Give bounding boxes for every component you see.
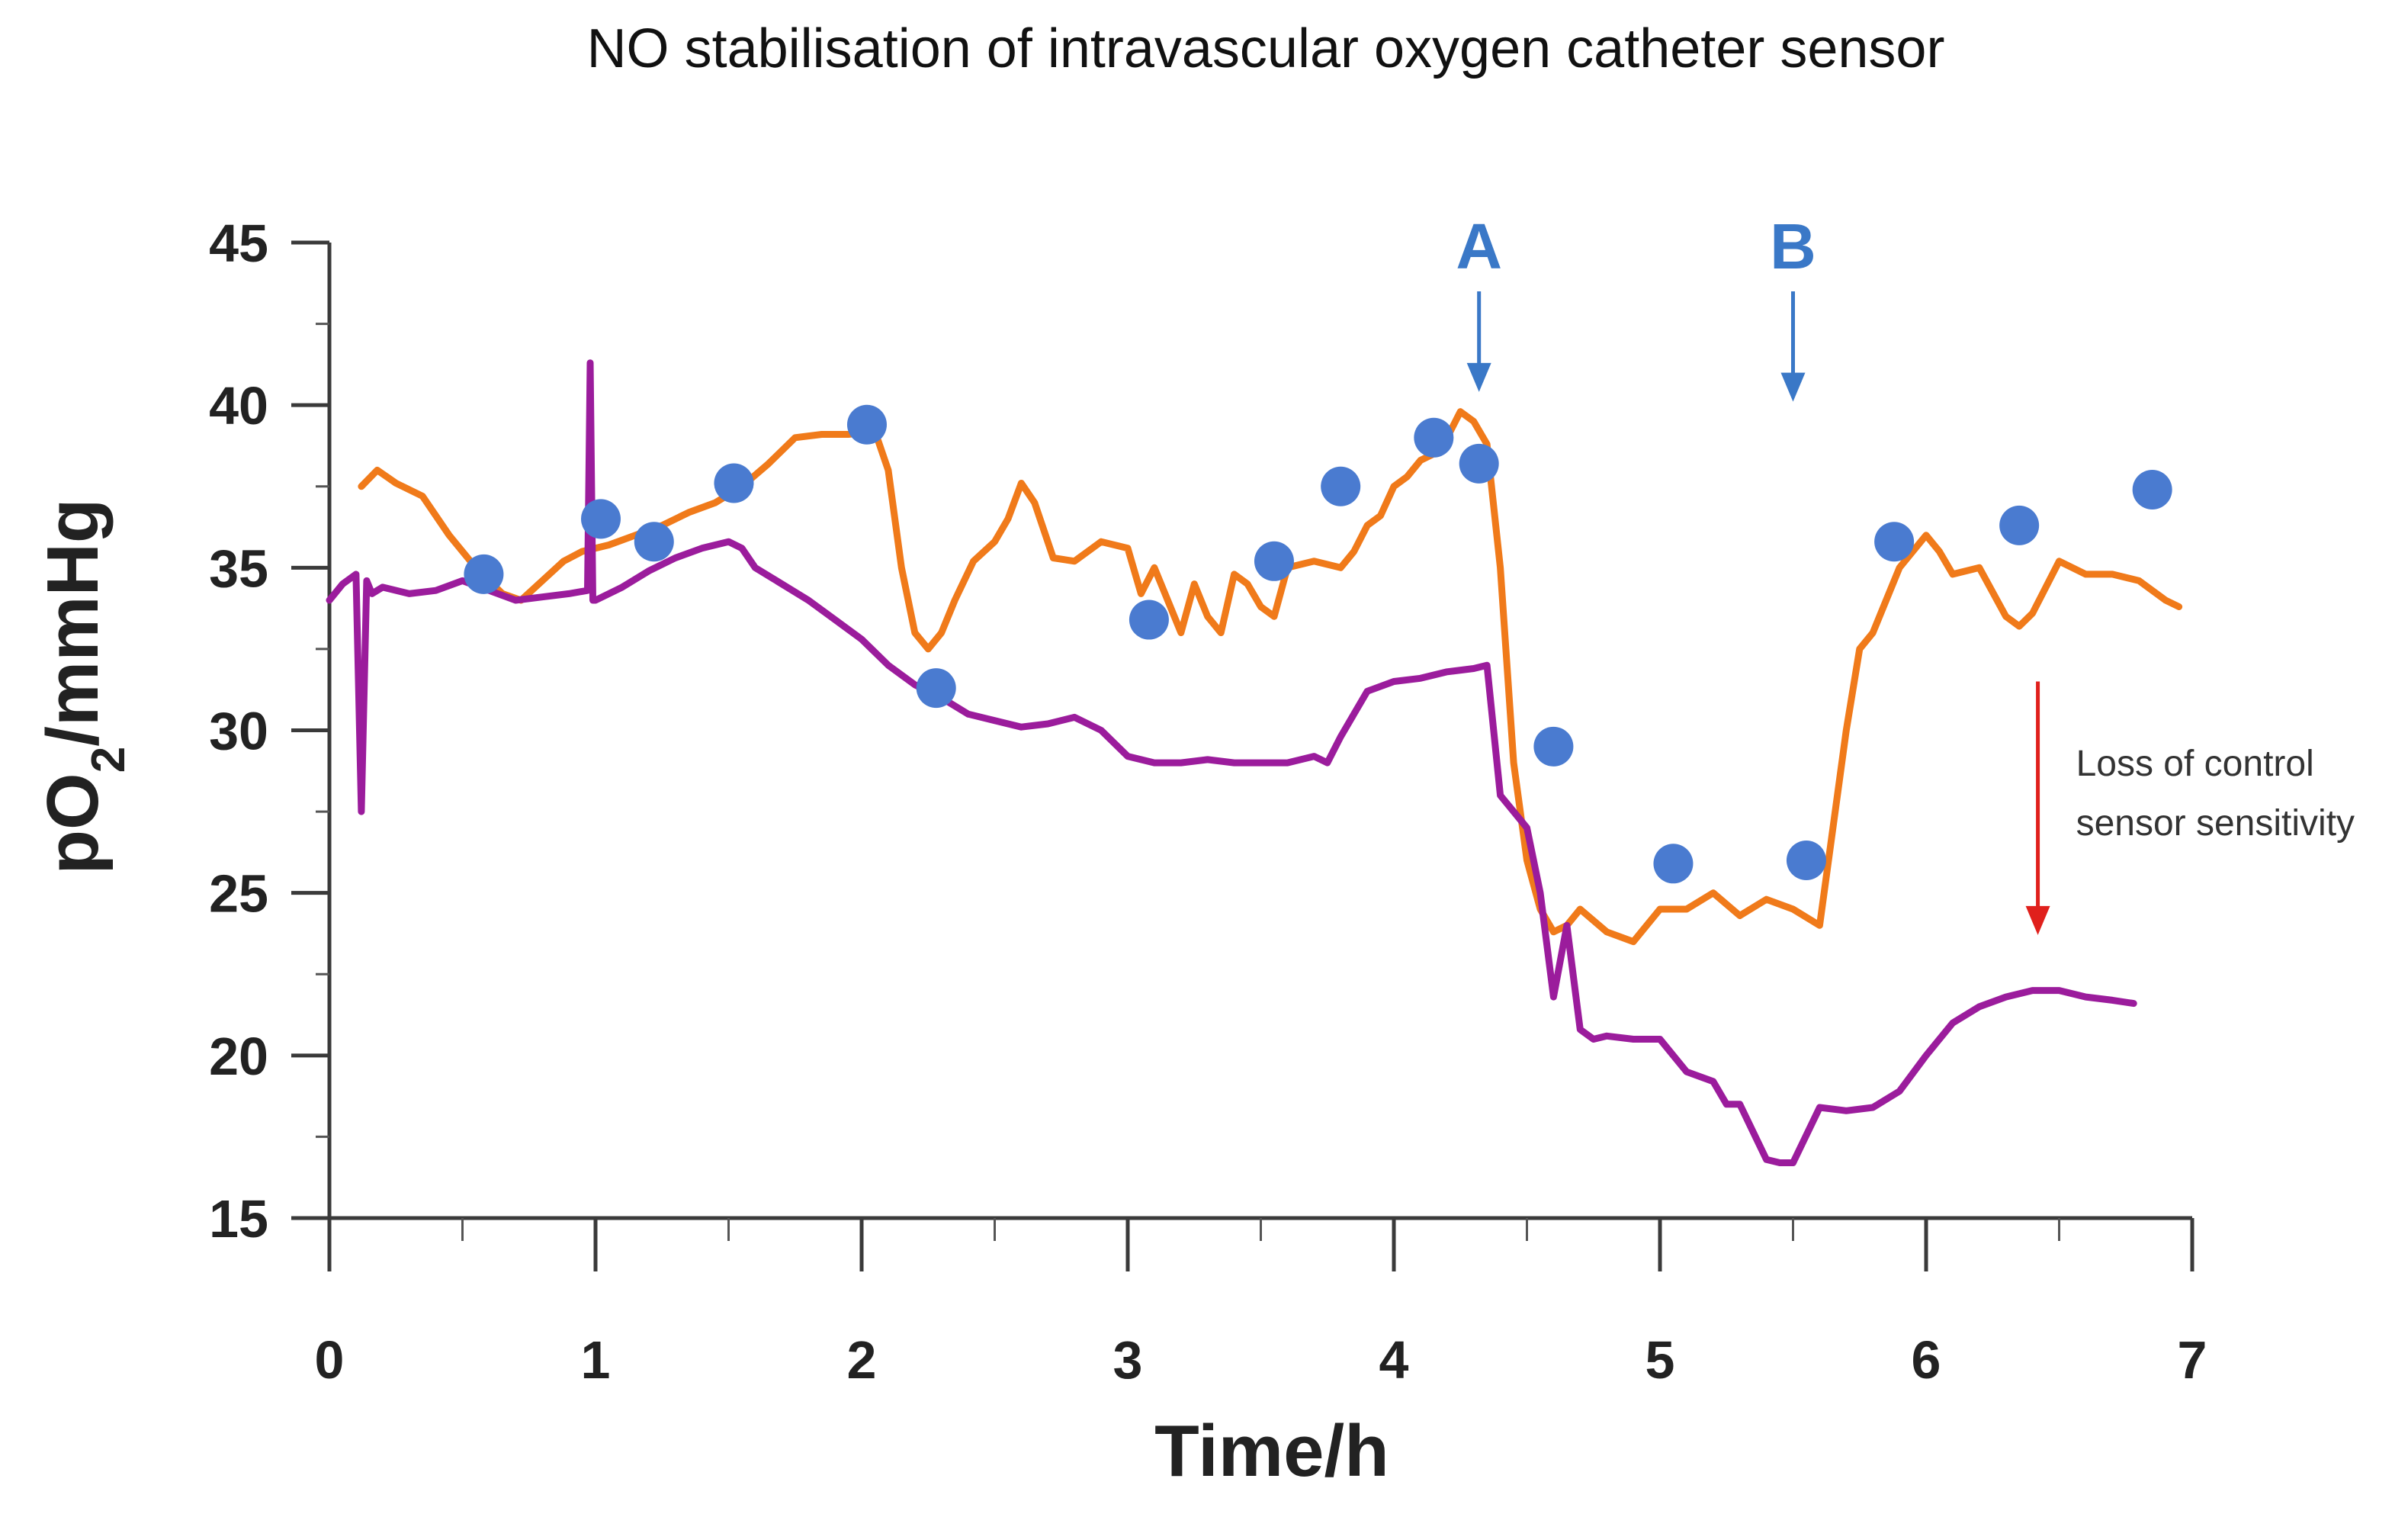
annotation-label-b: B: [1770, 211, 1816, 282]
y-tick-label: 30: [209, 702, 268, 761]
x-tick-label: 3: [1113, 1330, 1143, 1390]
data-point: [580, 499, 621, 539]
loss-arrow-head: [2025, 905, 2050, 935]
x-tick-label: 0: [315, 1330, 345, 1390]
annotation-label-a: A: [1456, 211, 1502, 282]
y-tick-label: 20: [209, 1027, 268, 1086]
data-point: [1999, 505, 2040, 545]
annotation-arrow-a-head: [1466, 362, 1491, 392]
x-axis-label: Time/h: [1154, 1410, 1389, 1492]
x-tick-label: 6: [1912, 1330, 1941, 1390]
data-point: [1786, 841, 1826, 881]
x-tick-label: 7: [2178, 1330, 2207, 1390]
x-tick-label: 2: [847, 1330, 877, 1390]
data-point: [714, 463, 754, 503]
data-point: [1459, 443, 1499, 484]
annotations: A B Loss of control sensor sensitivity: [1456, 211, 2355, 935]
data-point: [1874, 522, 1915, 562]
y-axis-label: pO2/mmHg: [32, 498, 135, 874]
data-point: [1414, 417, 1454, 458]
data-point: [464, 554, 504, 594]
annotation-arrow-b-head: [1780, 372, 1806, 402]
data-point: [846, 404, 887, 445]
y-tick-label: 25: [209, 864, 268, 924]
y-tick-label: 15: [209, 1189, 268, 1249]
data-point: [1533, 726, 1574, 767]
x-tick-label: 4: [1379, 1330, 1409, 1390]
data-point: [2132, 470, 2172, 510]
series-line-1: [326, 359, 2137, 1166]
data-point: [1129, 599, 1169, 640]
data-point: [1321, 466, 1361, 506]
y-tick-label: 40: [209, 376, 268, 436]
annotation-note-line: sensor sensitivity: [2076, 803, 2355, 844]
x-tick-label: 1: [581, 1330, 611, 1390]
data-point: [1254, 541, 1294, 581]
series-group: [326, 359, 2183, 1166]
chart-title: NO stabilisation of intravascular oxygen…: [587, 18, 1945, 79]
y-tick-label: 35: [209, 538, 268, 598]
data-point: [916, 668, 956, 709]
data-point: [1653, 844, 1694, 884]
annotation-note-line: Loss of control: [2076, 744, 2314, 784]
data-point: [634, 522, 674, 562]
y-tick-label: 45: [209, 214, 268, 273]
x-tick-label: 5: [1645, 1330, 1675, 1390]
